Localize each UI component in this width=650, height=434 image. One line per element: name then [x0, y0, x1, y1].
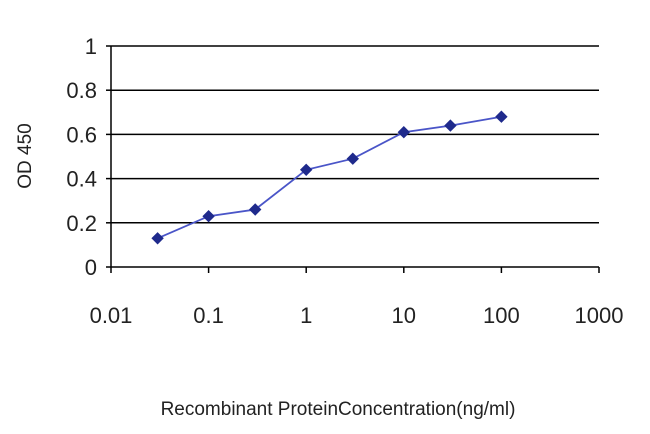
data-point — [202, 209, 215, 223]
y-tick-label: 0.4 — [66, 167, 97, 192]
x-tick-label: 100 — [483, 303, 520, 328]
data-point — [151, 232, 164, 245]
x-tick-label: 1 — [300, 303, 312, 328]
x-tick-label: 10 — [392, 303, 416, 328]
y-tick-label: 0.6 — [66, 122, 97, 147]
y-tick-label: 1 — [85, 34, 97, 59]
data-point — [299, 163, 313, 177]
y-tick-label: 0.8 — [66, 78, 97, 103]
data-point — [444, 119, 457, 132]
series-layer — [151, 110, 508, 245]
x-tick-label: 0.1 — [193, 303, 224, 328]
data-point — [495, 110, 508, 123]
x-axis-title: Recombinant ProteinConcentration(ng/ml) — [161, 399, 516, 420]
data-point — [397, 125, 411, 139]
y-tick-label: 0.2 — [66, 211, 97, 236]
series-line — [157, 115, 502, 240]
x-tick-label: 0.01 — [90, 303, 133, 328]
data-point — [248, 203, 262, 216]
data-point — [346, 152, 360, 165]
y-tick-label: 0 — [85, 255, 97, 280]
y-axis-title: OD 450 — [15, 123, 36, 188]
x-tick-label: 1000 — [575, 303, 624, 328]
x-axis-ticks: 0.01 0.1 1 10 100 1000 — [90, 267, 624, 328]
y-axis-ticks: 0 0.2 0.4 0.6 0.8 1 — [66, 34, 111, 280]
